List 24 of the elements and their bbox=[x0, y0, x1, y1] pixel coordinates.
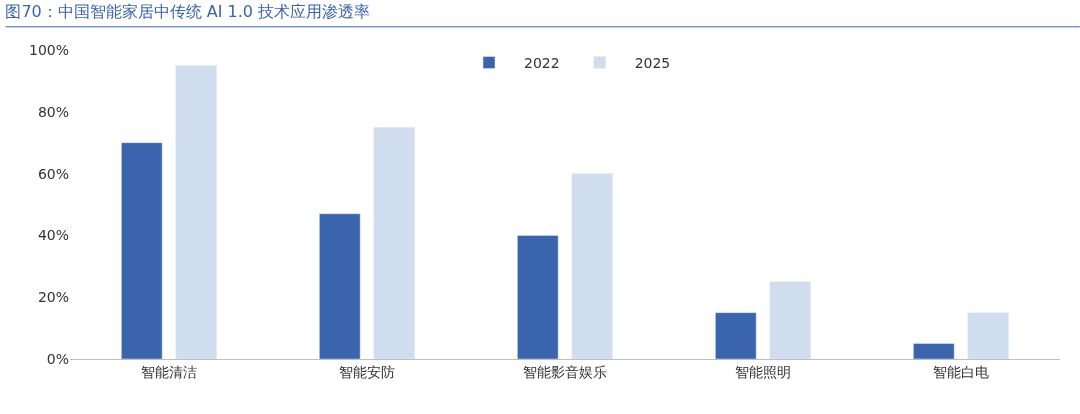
bar bbox=[967, 312, 1009, 359]
bar bbox=[373, 127, 415, 359]
bar bbox=[769, 281, 811, 359]
bar bbox=[319, 213, 361, 359]
chart-title: 图70：中国智能家居中传统 AI 1.0 技术应用渗透率 bbox=[5, 2, 371, 22]
x-tick-label: 智能清洁 bbox=[141, 363, 197, 380]
y-tick-label: 0% bbox=[46, 350, 69, 367]
bar bbox=[175, 65, 217, 359]
x-tick-label: 智能白电 bbox=[933, 363, 989, 380]
bar bbox=[571, 173, 613, 359]
y-tick-label: 40% bbox=[37, 227, 69, 244]
legend-label: 2022 bbox=[524, 54, 560, 71]
bar bbox=[517, 235, 559, 359]
x-tick-label: 智能影音娱乐 bbox=[523, 363, 607, 380]
legend-label: 2025 bbox=[634, 54, 671, 71]
bar bbox=[913, 343, 955, 359]
y-tick-label: 20% bbox=[37, 289, 69, 306]
bar bbox=[715, 312, 757, 359]
x-tick-label: 智能安防 bbox=[339, 363, 395, 380]
bar bbox=[121, 142, 163, 359]
y-tick-label: 60% bbox=[37, 165, 69, 182]
y-tick-label: 80% bbox=[37, 103, 69, 120]
y-tick-label: 100% bbox=[28, 41, 69, 58]
x-tick-label: 智能照明 bbox=[735, 363, 791, 380]
